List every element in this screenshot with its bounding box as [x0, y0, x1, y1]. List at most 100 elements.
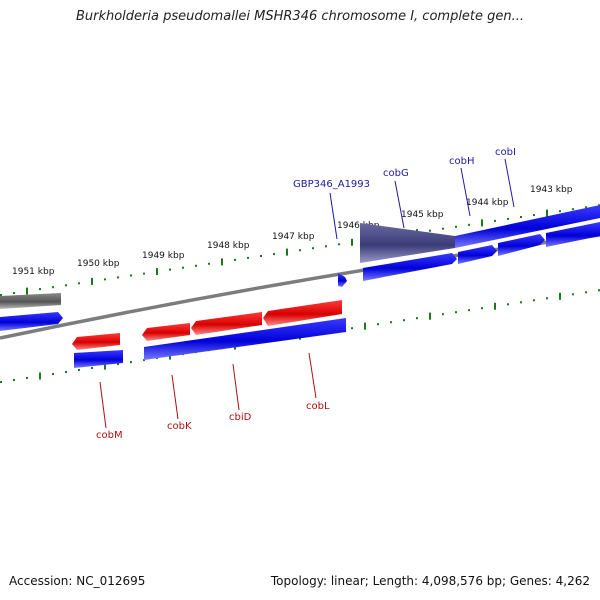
minor-tick: [260, 255, 262, 257]
forward-cds-track: [0, 222, 600, 331]
minor-tick: [39, 288, 41, 291]
minor-tick: [442, 227, 444, 230]
minor-tick: [13, 292, 15, 295]
minor-tick: [247, 256, 249, 259]
minor-tick: [0, 294, 2, 296]
minor-tick: [65, 371, 67, 373]
minor-tick: [481, 307, 483, 310]
scale-label: 1944 kbp: [466, 198, 509, 208]
minor-tick: [117, 363, 119, 366]
major-tick: [221, 258, 223, 266]
minor-tick: [195, 264, 197, 267]
minor-tick: [559, 210, 561, 213]
top-gene-leaders: [329, 158, 515, 240]
major-tick: [26, 287, 28, 295]
minor-tick: [546, 297, 548, 300]
minor-tick: [117, 276, 119, 279]
minor-tick: [26, 377, 28, 379]
gene-bar[interactable]: [455, 205, 600, 248]
gene-label[interactable]: cobM: [96, 430, 123, 441]
scale-label: 1949 kbp: [142, 251, 185, 261]
minor-tick: [130, 274, 132, 277]
map-title: Burkholderia pseudomallei MSHR346 chromo…: [75, 9, 525, 24]
minor-tick: [52, 373, 54, 375]
minor-tick: [390, 321, 392, 324]
scale-label: 1948 kbp: [207, 241, 250, 251]
gene-label[interactable]: cobH: [449, 156, 474, 167]
minor-tick: [429, 229, 431, 232]
reverse-gene-track: [74, 318, 346, 368]
minor-tick: [572, 293, 574, 296]
minor-tick: [377, 323, 379, 326]
minor-tick: [468, 223, 470, 226]
cds-arrow[interactable]: [458, 245, 497, 264]
minor-tick: [182, 266, 184, 269]
minor-tick: [598, 289, 600, 292]
minor-tick: [572, 208, 574, 211]
minor-tick: [91, 367, 93, 369]
scale-label: 1947 kbp: [272, 232, 315, 242]
minor-tick: [143, 272, 145, 275]
minor-tick: [442, 313, 444, 316]
major-tick: [39, 372, 41, 380]
minor-tick: [143, 359, 145, 362]
major-tick: [286, 248, 288, 256]
minor-tick: [0, 381, 2, 383]
minor-tick: [494, 219, 496, 222]
minor-tick: [455, 311, 457, 314]
minor-tick: [338, 243, 340, 246]
scale-label: 1946 kbp: [337, 221, 380, 231]
gene-label[interactable]: cobI: [495, 147, 516, 158]
gene-label[interactable]: cbiD: [229, 412, 252, 423]
minor-tick: [130, 361, 132, 364]
cds-arrow[interactable]: [0, 312, 63, 331]
cds-arrow[interactable]: [363, 253, 457, 281]
minor-tick: [455, 225, 457, 228]
scale-label: 1950 kbp: [77, 259, 120, 269]
top-gene-labels: GBP346_A1993 cobG cobH cobI: [293, 147, 516, 190]
minor-tick: [416, 317, 418, 320]
gene-label[interactable]: cobK: [167, 421, 192, 432]
gene-bar[interactable]: [0, 293, 61, 309]
minor-tick: [13, 379, 15, 381]
gene-bar[interactable]: [360, 223, 455, 263]
gene-label[interactable]: GBP346_A1993: [293, 179, 370, 190]
minor-tick: [78, 369, 80, 371]
minor-tick: [351, 327, 353, 330]
minor-tick: [533, 299, 535, 302]
minor-tick: [273, 253, 275, 256]
minor-tick: [520, 216, 522, 218]
gene-bar[interactable]: [144, 318, 346, 360]
scale-labels: 1951 kbp 1950 kbp 1949 kbp 1948 kbp 1947…: [12, 185, 573, 277]
major-tick: [104, 362, 106, 370]
major-tick: [481, 219, 483, 227]
cds-arrow[interactable]: [338, 273, 347, 287]
cds-arrow[interactable]: [546, 222, 600, 247]
major-tick: [364, 322, 366, 330]
cds-arrow[interactable]: [72, 333, 120, 350]
gene-label[interactable]: cobL: [306, 401, 330, 412]
bottom-gene-labels: cobM cobK cbiD cobL: [96, 401, 330, 441]
gene-bar[interactable]: [74, 350, 123, 368]
major-tick: [494, 302, 496, 310]
minor-tick: [65, 284, 67, 287]
minor-tick: [507, 303, 509, 306]
scale-label: 1945 kbp: [401, 210, 444, 220]
minor-tick: [52, 286, 54, 289]
scale-label: 1951 kbp: [12, 267, 55, 277]
major-tick: [91, 277, 93, 285]
cds-arrow[interactable]: [142, 323, 190, 341]
minor-tick: [299, 249, 301, 252]
major-tick: [156, 268, 158, 276]
cds-arrow[interactable]: [191, 312, 262, 335]
minor-tick: [507, 217, 509, 220]
major-tick: [351, 238, 353, 246]
scale-label: 1943 kbp: [530, 185, 573, 195]
cds-arrow[interactable]: [263, 300, 342, 326]
minor-tick: [312, 247, 314, 250]
gene-label[interactable]: cobG: [383, 168, 409, 179]
cds-arrow[interactable]: [498, 234, 545, 256]
major-tick: [559, 292, 561, 300]
minor-tick: [533, 214, 535, 217]
